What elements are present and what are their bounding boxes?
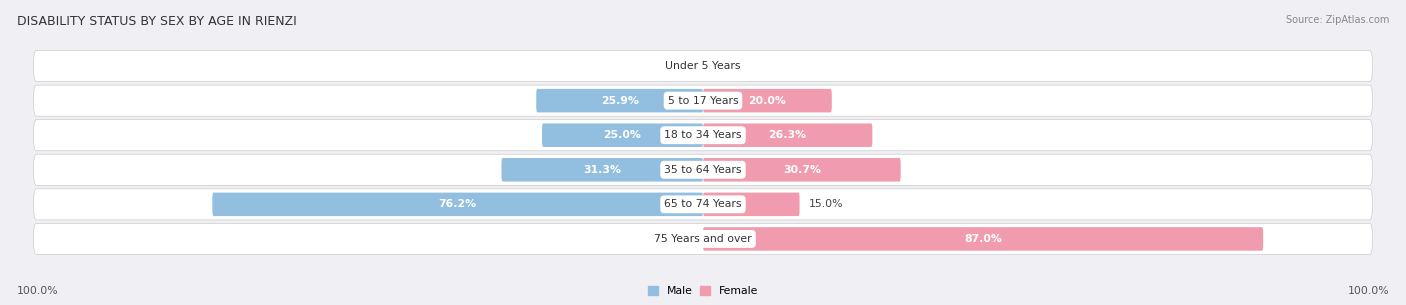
Text: 0.0%: 0.0% — [716, 61, 744, 71]
FancyBboxPatch shape — [543, 124, 703, 147]
Text: 76.2%: 76.2% — [439, 199, 477, 209]
Text: 0.0%: 0.0% — [662, 234, 690, 244]
FancyBboxPatch shape — [703, 192, 800, 216]
FancyBboxPatch shape — [703, 124, 872, 147]
FancyBboxPatch shape — [34, 223, 1372, 254]
FancyBboxPatch shape — [34, 85, 1372, 116]
Text: 18 to 34 Years: 18 to 34 Years — [664, 130, 742, 140]
FancyBboxPatch shape — [34, 154, 1372, 185]
Text: 31.3%: 31.3% — [583, 165, 621, 175]
FancyBboxPatch shape — [502, 158, 703, 181]
Text: Source: ZipAtlas.com: Source: ZipAtlas.com — [1285, 15, 1389, 25]
FancyBboxPatch shape — [212, 192, 703, 216]
Text: 65 to 74 Years: 65 to 74 Years — [664, 199, 742, 209]
FancyBboxPatch shape — [34, 51, 1372, 82]
Legend: Male, Female: Male, Female — [648, 286, 758, 296]
Text: DISABILITY STATUS BY SEX BY AGE IN RIENZI: DISABILITY STATUS BY SEX BY AGE IN RIENZ… — [17, 15, 297, 28]
FancyBboxPatch shape — [34, 120, 1372, 151]
FancyBboxPatch shape — [34, 189, 1372, 220]
Text: 75 Years and over: 75 Years and over — [654, 234, 752, 244]
Text: 26.3%: 26.3% — [769, 130, 807, 140]
Text: 5 to 17 Years: 5 to 17 Years — [668, 96, 738, 106]
FancyBboxPatch shape — [703, 158, 901, 181]
Text: Under 5 Years: Under 5 Years — [665, 61, 741, 71]
Text: 20.0%: 20.0% — [748, 96, 786, 106]
Text: 30.7%: 30.7% — [783, 165, 821, 175]
Text: 100.0%: 100.0% — [1347, 286, 1389, 296]
Text: 100.0%: 100.0% — [17, 286, 59, 296]
Text: 35 to 64 Years: 35 to 64 Years — [664, 165, 742, 175]
FancyBboxPatch shape — [703, 89, 832, 113]
Text: 25.9%: 25.9% — [600, 96, 638, 106]
Text: 25.0%: 25.0% — [603, 130, 641, 140]
FancyBboxPatch shape — [536, 89, 703, 113]
Text: 15.0%: 15.0% — [810, 199, 844, 209]
Text: 0.0%: 0.0% — [662, 61, 690, 71]
FancyBboxPatch shape — [703, 227, 1263, 251]
Text: 87.0%: 87.0% — [965, 234, 1002, 244]
